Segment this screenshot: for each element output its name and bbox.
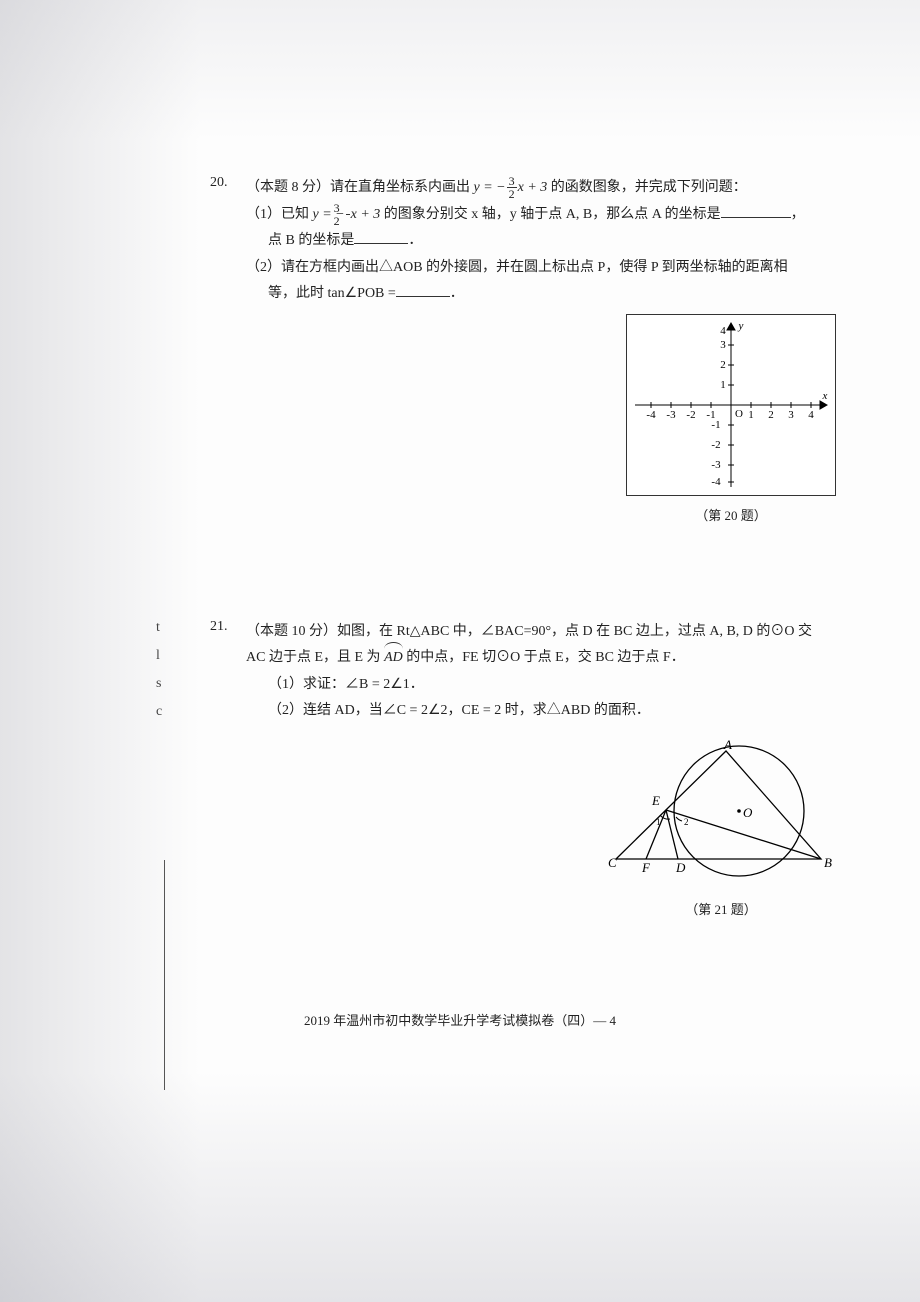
label-B: B [824,855,832,870]
answer-blank-A [721,204,791,218]
ytick: 1 [720,379,726,391]
problem-body: （本题 10 分）如图，在 Rt△ABC 中，∠BAC=90°，点 D 在 BC… [246,619,836,923]
stem-line: （本题 10 分）如图，在 Rt△ABC 中，∠BAC=90°，点 D 在 BC… [246,619,836,646]
stem-text: 的中点，FE 切⊙O 于点 E，交 BC 边于点 F． [403,650,685,665]
scan-shadow-left [0,0,200,1302]
figure-caption: （第 20 题） [626,504,836,529]
geometry-svg: A B C D E F O 1 2 [606,739,836,879]
stem-line-2: AC 边于点 E，且 E 为 AD 的中点，FE 切⊙O 于点 E，交 BC 边… [246,645,836,672]
part-label: （2） [268,703,303,718]
ytick: 4 [720,325,726,337]
part-text: 已知 [281,207,313,222]
frac-den: 2 [346,215,350,227]
part-1: （1）已知 y = −32x + 3 的图象分别交 x 轴，y 轴于点 A, B… [246,202,836,229]
x-axis-label: x [822,390,828,402]
scan-shadow-bottom [0,1072,920,1302]
xtick: 2 [768,409,774,421]
stem-text: AC 边于点 E，且 E 为 [246,650,384,665]
period: ． [408,233,422,248]
exam-page: t l s c 20. （本题 8 分）请在直角坐标系内画出 y = −32x … [0,0,920,1302]
side-mark: t [156,614,162,642]
fraction-3-2: 32 [346,202,350,227]
ytick: -2 [711,439,720,451]
coordinate-grid-box: -4 -3 -2 -1 1 2 3 4 1 2 3 [626,314,836,496]
fraction-3-2: 32 [507,175,517,200]
part-text: 等，此时 tan∠POB = [268,286,396,301]
part-2: （2）请在方框内画出△AOB 的外接圆，并在圆上标出点 P，使得 P 到两坐标轴… [246,255,836,282]
part-2: （2）连结 AD，当∠C = 2∠2，CE = 2 时，求△ABD 的面积． [246,698,836,725]
xtick: 1 [748,409,754,421]
problem-20: 20. （本题 8 分）请在直角坐标系内画出 y = −32x + 3 的函数图… [210,175,840,529]
problem-21: 21. （本题 10 分）如图，在 Rt△ABC 中，∠BAC=90°，点 D … [210,619,840,923]
ytick: 2 [720,359,726,371]
side-mark: l [156,642,162,670]
figure-21: A B C D E F O 1 2 （第 21 题） [606,739,836,922]
ytick: -3 [711,459,721,471]
label-A: A [723,739,732,752]
part-text: 点 B 的坐标是 [268,233,354,248]
side-margin-marks: t l s c [156,614,162,726]
stem-text: 的函数图象，并完成下列问题： [547,180,747,195]
part-text: 连结 AD，当∠C = 2∠2，CE = 2 时，求△ABD 的面积． [303,703,650,718]
ytick: -1 [711,419,720,431]
xtick: 4 [808,409,814,421]
label-F: F [641,860,651,875]
part-1: （1）求证：∠B = 2∠1． [246,672,836,699]
binding-line [164,860,165,1090]
frac-den: 2 [507,188,517,200]
xtick: 3 [788,409,794,421]
angle-2-label: 2 [684,817,689,827]
equation-rhs: x + 3 [518,180,548,195]
points-label: （本题 10 分） [246,624,337,639]
scan-shadow-top [0,0,920,140]
comma: ， [791,207,805,222]
problem-number: 21. [210,619,242,635]
label-O: O [743,805,753,820]
answer-blank-B [354,231,408,245]
period: ． [450,286,464,301]
part-label: （2） [246,260,281,275]
label-D: D [675,860,686,875]
label-C: C [608,855,617,870]
side-mark: c [156,698,162,726]
answer-blank-tan [396,284,450,298]
part-2-line2: 等，此时 tan∠POB = ． [246,281,836,308]
part-text: 求证：∠B = 2∠1． [303,677,424,692]
origin-label: O [735,408,743,420]
page-footer: 2019 年温州市初中数学毕业升学考试模拟卷（四）— 4 [0,1010,920,1029]
content-area: 20. （本题 8 分）请在直角坐标系内画出 y = −32x + 3 的函数图… [210,175,840,1012]
part-label: （1） [246,207,281,222]
problem-body: （本题 8 分）请在直角坐标系内画出 y = −32x + 3 的函数图象，并完… [246,175,836,529]
xtick: -2 [686,409,695,421]
ytick: -4 [711,476,721,488]
equation-lhs: y = − [474,180,506,195]
ytick: 3 [720,339,726,351]
part-label: （1） [268,677,303,692]
label-E: E [651,793,660,808]
stem-line: （本题 8 分）请在直角坐标系内画出 y = −32x + 3 的函数图象，并完… [246,175,836,202]
problem-number: 20. [210,175,242,191]
points-label: （本题 8 分） [246,180,330,195]
part-1-line2: 点 B 的坐标是 ． [246,228,836,255]
xtick: -3 [666,409,676,421]
figure-20: -4 -3 -2 -1 1 2 3 4 1 2 3 [626,314,836,529]
stem-text: 如图，在 Rt△ABC 中，∠BAC=90°，点 D 在 BC 边上，过点 A,… [337,624,812,639]
angle-1-label: 1 [656,817,661,827]
y-axis-label: y [738,320,744,332]
part-text: 的图象分别交 x 轴，y 轴于点 A, B，那么点 A 的坐标是 [380,207,720,222]
equation-lhs: y = − [313,207,345,222]
coordinate-grid-svg: -4 -3 -2 -1 1 2 3 4 1 2 3 [627,315,835,495]
side-mark: s [156,670,162,698]
arc-AD: AD [384,645,403,672]
xtick: -4 [646,409,656,421]
part-text: 请在方框内画出△AOB 的外接圆，并在圆上标出点 P，使得 P 到两坐标轴的距离… [281,260,788,275]
figure-caption: （第 21 题） [606,898,836,923]
frac-num: 3 [346,202,350,215]
stem-text: 请在直角坐标系内画出 [330,180,474,195]
equation-rhs: x + 3 [351,207,381,222]
